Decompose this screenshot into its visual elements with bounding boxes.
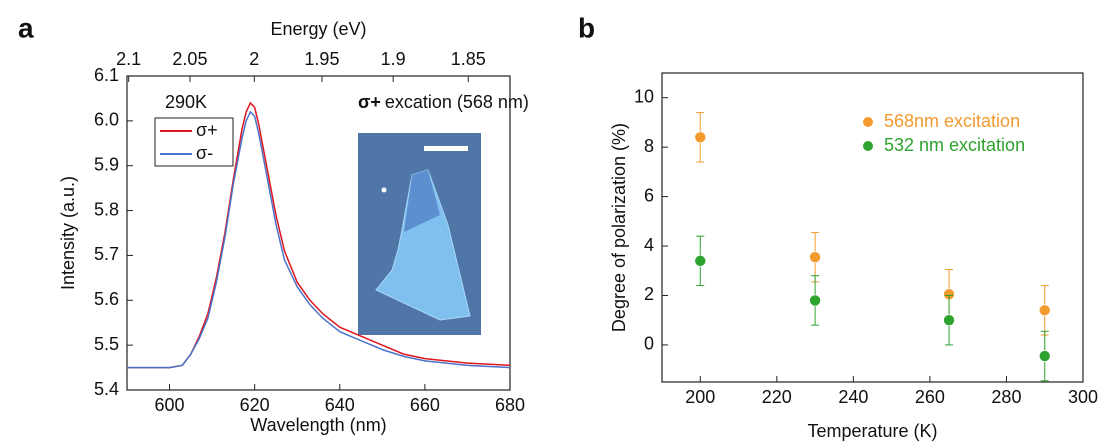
legend-box — [154, 117, 234, 167]
y-axis-label: Degree of polarization (%) — [609, 123, 629, 332]
inset-image — [358, 133, 481, 335]
panel-label: a — [18, 12, 34, 43]
x-tick-label: 680 — [495, 395, 525, 415]
y-tick-label: 6.1 — [94, 65, 119, 85]
curve — [127, 110, 511, 369]
x2-tick-label: 1.85 — [451, 49, 486, 69]
panel-label: b — [578, 12, 595, 43]
x-tick-label: 280 — [991, 387, 1021, 407]
point — [809, 294, 821, 307]
y-tick-label: 10 — [634, 86, 654, 106]
annotation: σ+ excation (568 nm) — [358, 92, 529, 112]
y-tick-label: 5.7 — [94, 244, 119, 264]
y-tick-label: 5.9 — [94, 154, 119, 174]
point — [943, 314, 955, 327]
y-tick-label: 5.5 — [94, 334, 119, 354]
x-tick-label: 240 — [838, 387, 868, 407]
x2-tick-label: 1.9 — [381, 49, 406, 69]
x2-tick-label: 2.1 — [116, 49, 141, 69]
annotation-bold: σ+ — [358, 92, 381, 112]
x-tick-label: 660 — [410, 395, 440, 415]
annotation: 290K — [165, 92, 207, 112]
y-tick-label: 8 — [644, 136, 654, 156]
plot-frame — [661, 72, 1084, 383]
plot-frame — [126, 75, 511, 391]
y-axis-label: Intensity (a.u.) — [58, 176, 78, 290]
flake — [375, 169, 471, 321]
point — [694, 131, 707, 144]
point — [1038, 350, 1051, 362]
x2-tick-label: 2 — [249, 49, 259, 69]
dust — [381, 187, 387, 193]
x-tick-label: 300 — [1068, 387, 1098, 407]
x-axis-label: Temperature (K) — [807, 421, 937, 441]
legend-label: 568nm excitation — [884, 111, 1020, 131]
legend-label: 532 nm excitation — [884, 135, 1025, 155]
annotation-text: excation (568 nm) — [385, 92, 529, 112]
y-tick-label: 4 — [644, 235, 654, 255]
legend-marker — [863, 141, 873, 151]
point — [694, 255, 707, 267]
x-axis-label: Wavelength (nm) — [250, 415, 386, 435]
point — [809, 251, 821, 263]
legend-marker — [863, 117, 873, 127]
x-tick-label: 220 — [762, 387, 792, 407]
x2-tick-label: 1.95 — [304, 49, 339, 69]
y-tick-label: 6.0 — [94, 110, 119, 130]
x2-axis-label: Energy (eV) — [270, 19, 366, 39]
legend-label: σ- — [196, 143, 213, 163]
point — [1038, 304, 1051, 317]
x-tick-label: 620 — [240, 395, 270, 415]
y-tick-label: 5.8 — [94, 199, 119, 219]
x-tick-label: 640 — [325, 395, 355, 415]
x2-tick-label: 2.05 — [172, 49, 207, 69]
y-tick-label: 5.4 — [94, 379, 119, 399]
flake-shade — [404, 170, 440, 232]
x-tick-label: 200 — [685, 387, 715, 407]
x-tick-label: 260 — [915, 387, 945, 407]
legend-label: σ+ — [196, 120, 218, 140]
y-tick-label: 6 — [644, 185, 654, 205]
x-tick-label: 600 — [155, 395, 185, 415]
y-tick-label: 0 — [644, 334, 654, 354]
y-tick-label: 2 — [644, 284, 654, 304]
scale-bar — [424, 146, 468, 151]
y-tick-label: 5.6 — [94, 289, 119, 309]
